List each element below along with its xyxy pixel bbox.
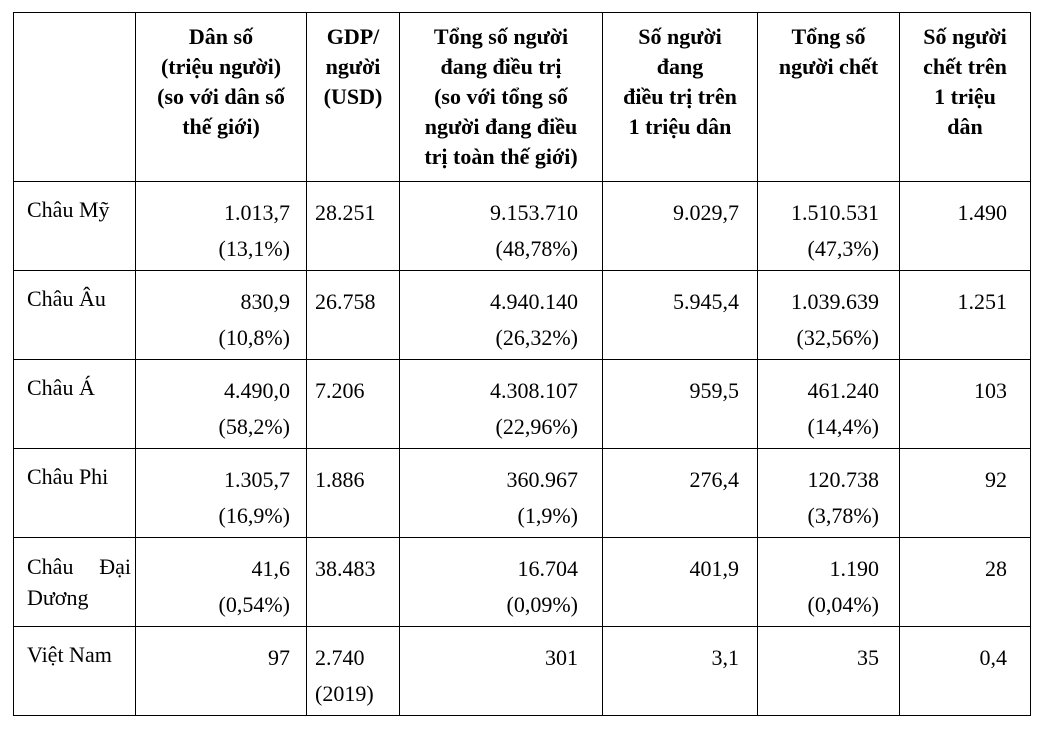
table-row: Việt Nam 97 2.740 (2019) 301 3,1 35 0,4 bbox=[13, 626, 1031, 716]
active-per-million-cell: 959,5 bbox=[602, 359, 758, 449]
population-cell: 4.490,0 (58,2%) bbox=[135, 359, 307, 449]
active-cell: 9.153.710 (48,78%) bbox=[399, 181, 603, 271]
header-population: Dân số (triệu người) (so với dân số thế … bbox=[135, 12, 307, 182]
active-cell: 360.967 (1,9%) bbox=[399, 448, 603, 538]
region-cell: Việt Nam bbox=[13, 626, 136, 716]
table-row: Châu Á 4.490,0 (58,2%) 7.206 4.308.107 (… bbox=[13, 359, 1031, 449]
deaths-per-million-cell: 92 bbox=[899, 448, 1031, 538]
header-deaths-per-million: Số người chết trên 1 triệu dân bbox=[899, 12, 1031, 182]
population-cell: 97 bbox=[135, 626, 307, 716]
population-cell: 830,9 (10,8%) bbox=[135, 270, 307, 360]
deaths-per-million-cell: 1.490 bbox=[899, 181, 1031, 271]
active-cell: 16.704 (0,09%) bbox=[399, 537, 603, 627]
deaths-per-million-cell: 0,4 bbox=[899, 626, 1031, 716]
covid-statistics-table: Dân số (triệu người) (so với dân số thế … bbox=[13, 12, 1031, 716]
table-row: Châu Đại Dương 41,6 (0,54%) 38.483 16.70… bbox=[13, 537, 1031, 627]
deaths-per-million-cell: 103 bbox=[899, 359, 1031, 449]
table-row: Châu Âu 830,9 (10,8%) 26.758 4.940.140 (… bbox=[13, 270, 1031, 360]
header-active-cases: Tổng số người đang điều trị (so với tổng… bbox=[399, 12, 603, 182]
active-cell: 4.308.107 (22,96%) bbox=[399, 359, 603, 449]
gdp-cell: 38.483 bbox=[306, 537, 400, 627]
deaths-per-million-cell: 1.251 bbox=[899, 270, 1031, 360]
active-per-million-cell: 9.029,7 bbox=[602, 181, 758, 271]
deaths-cell: 35 bbox=[757, 626, 900, 716]
header-region bbox=[13, 12, 136, 182]
active-per-million-cell: 3,1 bbox=[602, 626, 758, 716]
region-cell: Châu Mỹ bbox=[13, 181, 136, 271]
population-cell: 41,6 (0,54%) bbox=[135, 537, 307, 627]
header-gdp: GDP/ người (USD) bbox=[306, 12, 400, 182]
deaths-cell: 461.240 (14,4%) bbox=[757, 359, 900, 449]
region-cell: Châu Âu bbox=[13, 270, 136, 360]
gdp-cell: 1.886 bbox=[306, 448, 400, 538]
active-per-million-cell: 276,4 bbox=[602, 448, 758, 538]
active-per-million-cell: 5.945,4 bbox=[602, 270, 758, 360]
gdp-cell: 2.740 (2019) bbox=[306, 626, 400, 716]
region-cell: Châu Đại Dương bbox=[13, 537, 136, 627]
active-cell: 4.940.140 (26,32%) bbox=[399, 270, 603, 360]
active-cell: 301 bbox=[399, 626, 603, 716]
header-deaths: Tổng số người chết bbox=[757, 12, 900, 182]
table-row: Châu Mỹ 1.013,7 (13,1%) 28.251 9.153.710… bbox=[13, 181, 1031, 271]
table-row: Châu Phi 1.305,7 (16,9%) 1.886 360.967 (… bbox=[13, 448, 1031, 538]
deaths-cell: 1.510.531 (47,3%) bbox=[757, 181, 900, 271]
gdp-cell: 7.206 bbox=[306, 359, 400, 449]
population-cell: 1.305,7 (16,9%) bbox=[135, 448, 307, 538]
header-row: Dân số (triệu người) (so với dân số thế … bbox=[13, 12, 1031, 182]
gdp-cell: 26.758 bbox=[306, 270, 400, 360]
gdp-cell: 28.251 bbox=[306, 181, 400, 271]
active-per-million-cell: 401,9 bbox=[602, 537, 758, 627]
deaths-cell: 1.190 (0,04%) bbox=[757, 537, 900, 627]
header-active-per-million: Số người đang điều trị trên 1 triệu dân bbox=[602, 12, 758, 182]
deaths-per-million-cell: 28 bbox=[899, 537, 1031, 627]
deaths-cell: 120.738 (3,78%) bbox=[757, 448, 900, 538]
region-cell: Châu Phi bbox=[13, 448, 136, 538]
region-cell: Châu Á bbox=[13, 359, 136, 449]
population-cell: 1.013,7 (13,1%) bbox=[135, 181, 307, 271]
deaths-cell: 1.039.639 (32,56%) bbox=[757, 270, 900, 360]
